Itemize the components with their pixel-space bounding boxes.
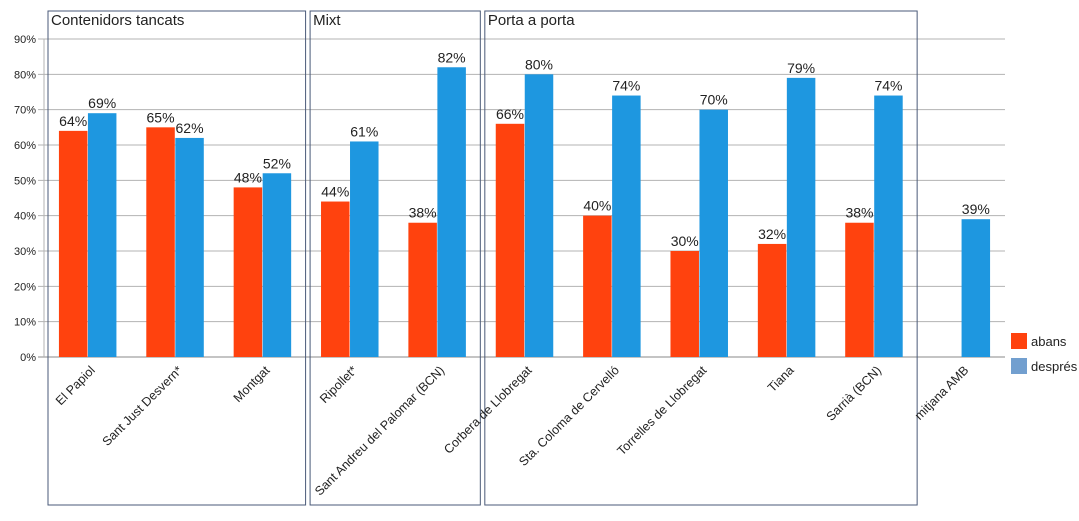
bar-abans [495,123,525,357]
category-group-label: Porta a porta [488,12,575,29]
bar-després [262,173,292,357]
y-tick-label: 80% [14,69,36,81]
y-tick-label: 20% [14,281,36,293]
legend-swatch [1011,358,1027,374]
data-label: 38% [409,205,437,221]
data-label: 48% [234,169,262,185]
data-label: 80% [525,56,553,72]
y-tick-label: 30% [14,246,36,258]
y-tick-label: 0% [20,352,36,364]
bar-després [786,77,816,357]
y-tick-label: 70% [14,105,36,117]
data-label: 61% [350,123,378,139]
data-label: 40% [583,198,611,214]
data-label: 74% [612,78,640,94]
bar-abans [321,201,350,357]
x-category-label: Torrelles de Llobregat [614,363,709,458]
x-category-label: Ripollet* [317,363,360,406]
data-label: 52% [263,155,291,171]
data-label: 66% [496,106,524,122]
y-tick-label: 50% [14,175,36,187]
legend: abans després [1011,333,1078,374]
bar-després [699,109,728,358]
bar-després [874,95,903,358]
data-label: 38% [845,205,873,221]
bar-abans [757,243,787,357]
category-group-box [47,10,307,506]
data-label: 64% [59,113,87,129]
x-category-label: Sta. Coloma de Cervelló [516,363,622,469]
legend-swatch [1011,333,1027,349]
x-category-label: Tiana [765,363,797,395]
data-label: 30% [671,233,699,249]
category-group-box [309,10,481,506]
data-label: 62% [176,120,204,136]
bar-abans [146,127,175,357]
bar-després [961,219,991,357]
data-label: 65% [147,109,175,125]
x-axis-categories: El Papiol Sant Just Desvern* Montgat Ripoll… [53,363,971,499]
category-group-label: Contenidors tancats [51,12,184,29]
x-category-label: mitjana AMB [912,363,972,423]
data-label: 79% [787,60,815,76]
data-label: 32% [758,226,786,242]
data-label: 82% [438,49,466,65]
bars [58,67,991,358]
x-category-label: Montgat [231,363,273,405]
x-category-label: Sant Just Desvern* [100,363,186,449]
bar-després [350,141,379,357]
legend-label: abans [1031,334,1067,349]
data-label: 74% [874,78,902,94]
bar-després [175,137,204,357]
category-groups: Contenidors tancats Mixt Porta a porta [47,10,918,506]
bar-després [437,67,466,358]
data-label: 69% [88,95,116,111]
y-axis-ticks: 0% 10% 20% 30% 40% 50% 60% 70% 80% 90% [14,34,36,364]
bar-abans [845,222,874,357]
data-label: 39% [962,201,990,217]
bar-després [524,74,554,357]
bar-abans [670,251,699,357]
data-labels: 64% 65% 48% 44% 38% 66% 40% 30% 32% 38% 69% 62% 52% 6… [59,49,990,249]
legend-label: després [1031,359,1078,374]
category-group-label: Mixt [313,12,341,29]
y-tick-label: 10% [14,317,36,329]
bar-abans [58,130,88,357]
data-label: 44% [321,184,349,200]
bar-després [87,113,117,357]
bar-abans [233,187,263,357]
y-tick-label: 60% [14,140,36,152]
bar-després [612,95,641,358]
x-category-label: El Papiol [53,363,98,408]
x-category-label: Sarrià (BCN) [824,363,884,423]
y-tick-label: 40% [14,211,36,223]
y-tick-label: 90% [14,34,36,46]
data-label: 70% [700,92,728,108]
category-group-box [484,10,918,506]
x-category-label: Corbera de Llobregat [441,363,535,457]
bar-abans [583,215,612,357]
bar-abans [408,222,437,357]
